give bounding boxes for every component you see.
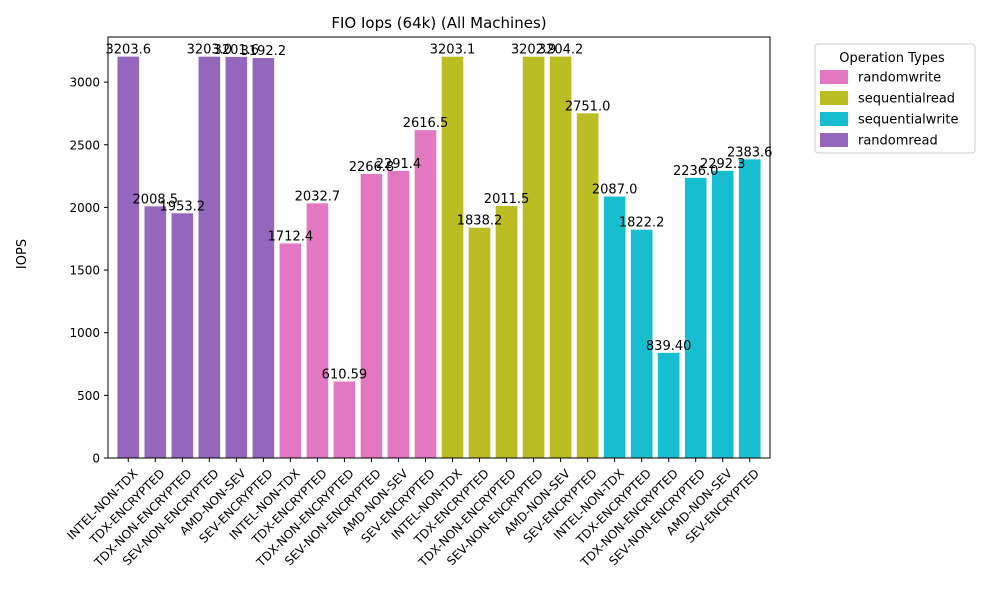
bar-value-label: 3201.6 bbox=[214, 43, 260, 58]
bar-randomwrite-sev-non-encrypted bbox=[360, 173, 383, 459]
bar-randomwrite-sev-encrypted bbox=[414, 130, 437, 458]
bar-value-label: 1822.2 bbox=[619, 216, 665, 231]
y-axis-label: IOPS bbox=[15, 239, 30, 269]
legend-frame bbox=[814, 43, 976, 154]
bar-sequentialwrite-tdx-encrypted bbox=[630, 229, 653, 458]
bar-sequentialwrite-intel-non-tdx bbox=[603, 196, 626, 458]
bar-value-label: 2008.5 bbox=[133, 192, 179, 207]
bar-sequentialwrite-sev-non-encrypted bbox=[684, 177, 707, 458]
bar-randomread-sev-encrypted bbox=[252, 58, 275, 459]
bar-value-label: 2011.5 bbox=[484, 192, 530, 207]
bar-value-label: 1712.4 bbox=[268, 229, 314, 244]
bar-value-label: 1953.2 bbox=[160, 199, 206, 214]
legend-swatch-randomread bbox=[820, 133, 848, 147]
legend-swatch-sequentialwrite bbox=[820, 112, 848, 126]
bar-randomwrite-tdx-encrypted bbox=[306, 203, 329, 458]
bar-value-label: 2291.4 bbox=[376, 157, 422, 172]
chart-title: FIO Iops (64k) (All Machines) bbox=[331, 14, 546, 32]
legend-items: randomwrite sequentialread sequentialwrite… bbox=[820, 70, 958, 149]
legend-label-sequentialwrite: sequentialwrite bbox=[858, 113, 958, 128]
bar-value-label: 2292.3 bbox=[700, 157, 746, 172]
y-tick-label: 2500 bbox=[69, 138, 100, 152]
bar-value-label: 2087.0 bbox=[592, 183, 638, 198]
bar-randomread-intel-non-tdx bbox=[117, 56, 140, 458]
y-tick-label: 500 bbox=[77, 389, 100, 403]
bar-randomwrite-amd-non-sev bbox=[387, 170, 410, 458]
legend-label-randomread: randomread bbox=[858, 134, 938, 149]
y-tick-label: 1500 bbox=[69, 264, 100, 278]
legend-swatch-randomwrite bbox=[820, 70, 848, 84]
plot-frame bbox=[107, 36, 771, 459]
y-axis: 0 500 1000 1500 2000 2500 3000 bbox=[69, 76, 108, 466]
bar-sequentialread-intel-non-tdx bbox=[441, 56, 464, 458]
bar-value-label: 3203.0 bbox=[187, 43, 233, 58]
bar-value-label: 2032.7 bbox=[295, 189, 341, 204]
bars-layer bbox=[117, 56, 761, 459]
bar-randomread-sev-non-encrypted bbox=[198, 56, 221, 459]
bar-value-label: 610.59 bbox=[322, 367, 368, 382]
legend: Operation Types randomwrite sequentialrea… bbox=[814, 43, 976, 154]
bar-sequentialread-amd-non-sev bbox=[549, 56, 572, 459]
bar-sequentialwrite-tdx-non-encrypted bbox=[657, 352, 680, 458]
bar-value-label: 3204.2 bbox=[538, 43, 584, 58]
bar-randomread-amd-non-sev bbox=[225, 56, 248, 458]
legend-label-randomwrite: randomwrite bbox=[858, 71, 941, 86]
bar-sequentialwrite-sev-encrypted bbox=[738, 159, 761, 458]
bar-randomwrite-intel-non-tdx bbox=[279, 243, 302, 458]
bar-value-label: 839.40 bbox=[646, 339, 692, 354]
x-axis: INTEL-NON-TDXTDX-ENCRYPTEDTDX-NON-ENCRYP… bbox=[64, 458, 762, 570]
bar-value-label: 3203.6 bbox=[106, 43, 152, 58]
bar-sequentialwrite-amd-non-sev bbox=[711, 170, 734, 458]
legend-swatch-sequentialread bbox=[820, 91, 848, 105]
legend-label-sequentialread: sequentialread bbox=[858, 92, 955, 107]
bar-randomwrite-tdx-non-encrypted bbox=[333, 381, 356, 458]
bar-value-label: 2751.0 bbox=[565, 99, 611, 114]
bar-randomread-tdx-non-encrypted bbox=[171, 213, 194, 458]
bar-value-label: 3192.2 bbox=[241, 44, 287, 59]
bar-randomread-tdx-encrypted bbox=[144, 206, 167, 458]
bar-value-label: 2616.5 bbox=[403, 116, 449, 131]
bar-sequentialread-tdx-encrypted bbox=[468, 227, 491, 458]
bar-sequentialread-sev-encrypted bbox=[576, 113, 599, 458]
bar-value-label: 1838.2 bbox=[457, 214, 503, 229]
bar-sequentialread-tdx-non-encrypted bbox=[495, 205, 518, 458]
bar-value-label: 2236.0 bbox=[673, 164, 719, 179]
y-tick-label: 2000 bbox=[69, 201, 100, 215]
y-tick-label: 1000 bbox=[69, 326, 100, 340]
bar-value-label: 3203.1 bbox=[430, 43, 476, 58]
bar-sequentialread-sev-non-encrypted bbox=[522, 56, 545, 459]
bar-value-label: 2383.6 bbox=[727, 145, 773, 160]
bar-value-label: 3202.9 bbox=[511, 43, 557, 58]
legend-title: Operation Types bbox=[839, 51, 945, 66]
y-tick-label: 0 bbox=[92, 452, 100, 466]
bar-value-label: 2266.8 bbox=[349, 160, 395, 175]
y-tick-label: 3000 bbox=[69, 76, 100, 90]
